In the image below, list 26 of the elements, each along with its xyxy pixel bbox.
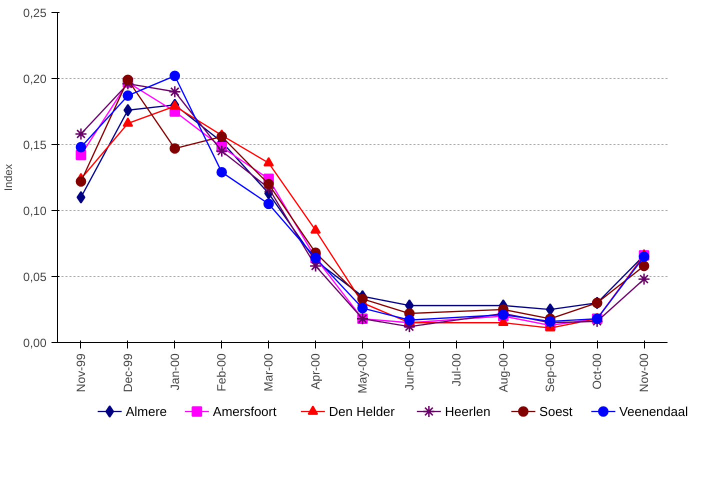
x-tick-label: Jun-00 <box>402 353 416 390</box>
y-tick-label: 0,05 <box>23 270 47 284</box>
y-axis-title: Index <box>3 164 16 191</box>
legend-label: Almere <box>126 404 167 419</box>
y-tick-label: 0,00 <box>23 336 47 350</box>
x-tick-label: Nov-00 <box>637 353 652 392</box>
x-tick-label: Dec-99 <box>120 353 135 392</box>
y-tick-label: 0,20 <box>23 72 47 86</box>
x-tick-label: Oct-00 <box>590 353 604 390</box>
x-tick-label: Sep-00 <box>543 353 558 392</box>
y-tick-label: 0,10 <box>23 204 47 218</box>
legend-label: Den Helder <box>328 404 396 419</box>
x-tick-label: Jan-00 <box>168 353 182 390</box>
legend-label: Veenendaal <box>619 404 688 419</box>
x-tick-label: Jul-00 <box>449 353 464 386</box>
y-tick-label: 0,25 <box>23 6 47 20</box>
legend-label: Heerlen <box>444 404 490 419</box>
x-tick-label: May-00 <box>356 353 370 394</box>
x-tick-label: Feb-00 <box>214 353 229 392</box>
x-tick-label: Mar-00 <box>262 353 276 392</box>
x-tick-label: Apr-00 <box>308 353 323 390</box>
x-tick-label: Aug-00 <box>496 353 510 392</box>
x-tick-label: Nov-99 <box>74 353 88 392</box>
legend-label: Amersfoort <box>212 404 277 419</box>
y-tick-label: 0,15 <box>23 138 47 152</box>
legend-label: Soest <box>539 404 573 419</box>
